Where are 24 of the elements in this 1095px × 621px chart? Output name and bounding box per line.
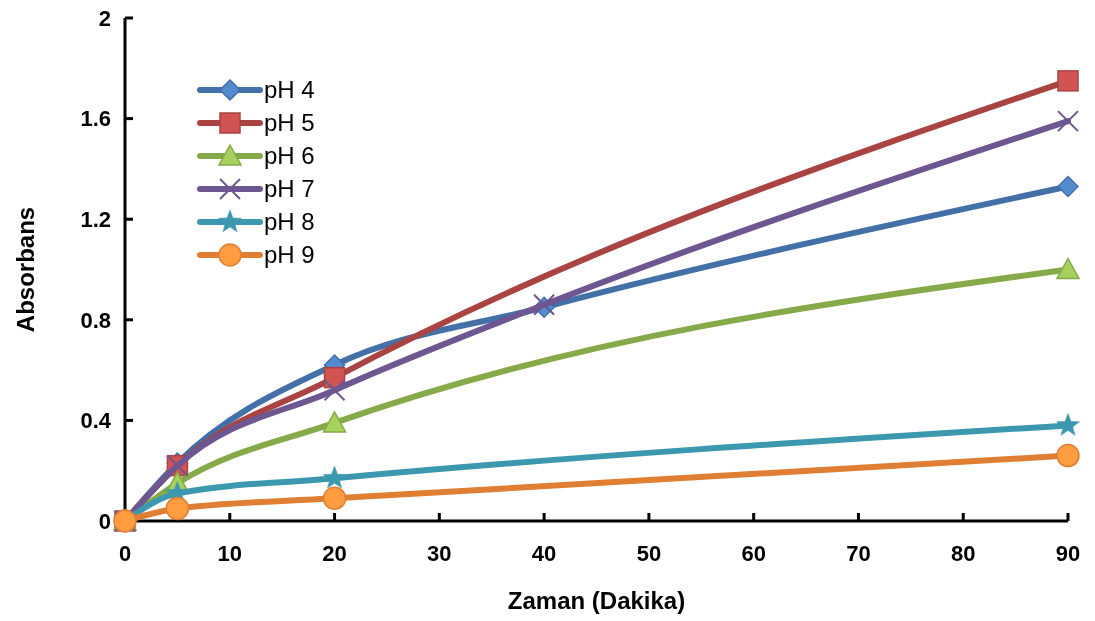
legend-label: pH 4: [264, 76, 315, 104]
x-tick-label: 40: [531, 541, 557, 566]
x-tick-label: 50: [636, 541, 662, 566]
y-tick-label: 1.6: [80, 106, 111, 132]
x-axis-title: Zaman (Dakika): [507, 587, 686, 614]
x-tick-label: 0: [118, 541, 132, 566]
x-tick-label: 60: [741, 541, 766, 566]
x-tick-label: 10: [217, 541, 243, 566]
x-tick-label: 70: [846, 541, 871, 566]
x-tick-label: 80: [950, 541, 976, 566]
legend-label: pH 9: [264, 241, 315, 269]
y-tick-label: 0: [98, 508, 111, 534]
x-tick-label: 30: [427, 541, 452, 566]
legend-label: pH 8: [264, 208, 315, 236]
y-tick-label: 0.4: [80, 408, 112, 434]
y-axis-title: Absorbans: [12, 206, 39, 333]
legend-label: pH 5: [264, 109, 315, 137]
x-tick-label: 90: [1055, 541, 1081, 566]
y-tick-label: 2: [98, 5, 111, 31]
y-tick-label: 1.2: [80, 206, 111, 232]
x-tick-label: 20: [322, 541, 347, 566]
legend-label: pH 6: [264, 142, 315, 170]
legend-label: pH 7: [264, 175, 315, 203]
y-tick-label: 0.8: [80, 307, 111, 333]
